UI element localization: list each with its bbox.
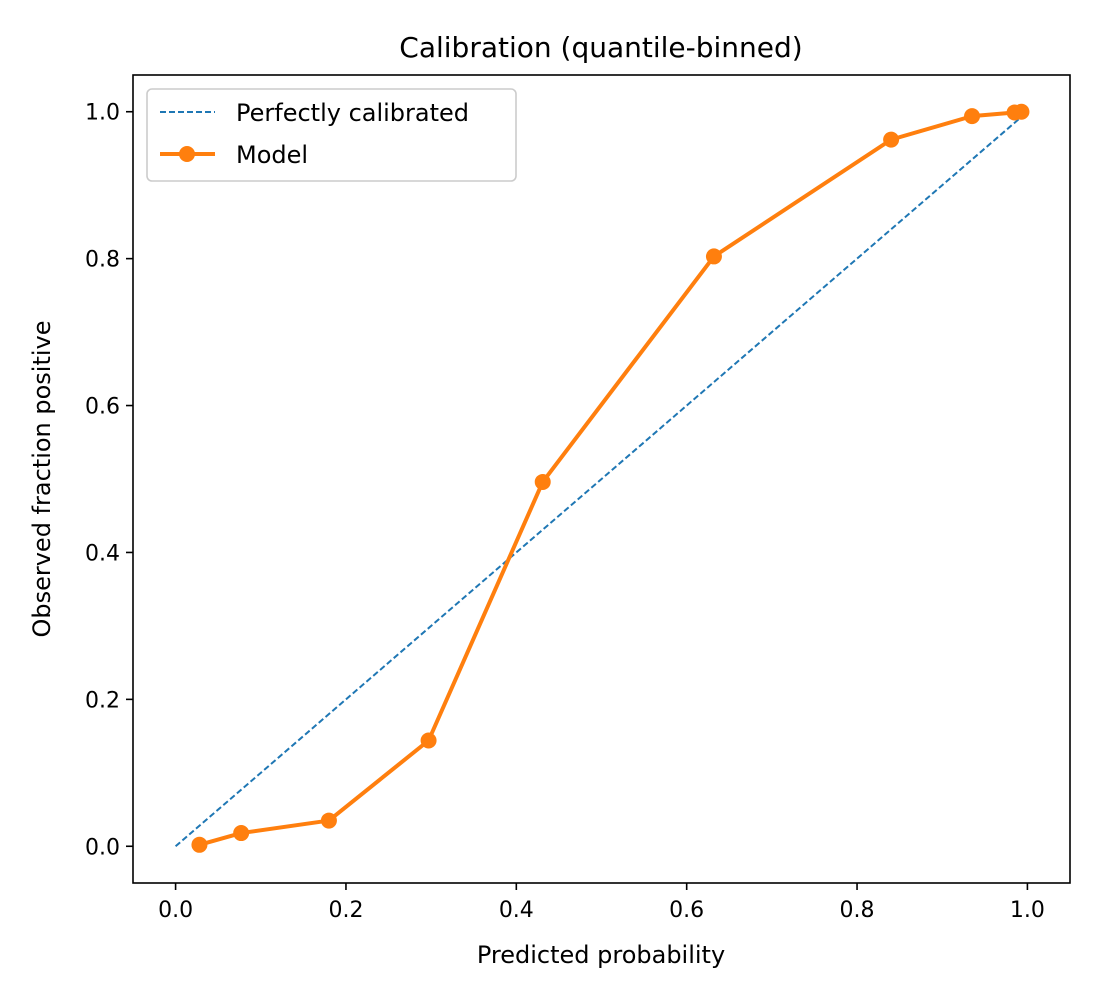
x-tick-label: 1.0 — [1010, 898, 1045, 923]
x-tick-label: 0.4 — [499, 898, 534, 923]
y-tick-label: 0.8 — [85, 248, 120, 273]
model-point — [420, 732, 437, 749]
legend-marker-model — [179, 146, 195, 162]
legend-label-model: Model — [236, 141, 308, 169]
x-axis-label: Predicted probability — [477, 941, 725, 969]
y-tick-label: 0.2 — [85, 688, 120, 713]
x-tick-label: 0.2 — [328, 898, 363, 923]
plot-frame — [132, 74, 1071, 884]
series-line-model — [198, 109, 1022, 847]
series-layer — [174, 103, 1030, 853]
model-point — [320, 812, 337, 829]
y-tick-label: 0.4 — [85, 541, 120, 566]
x-tick-label: 0.8 — [840, 898, 875, 923]
x-tick-label: 0.0 — [158, 898, 193, 923]
model-point — [705, 248, 722, 265]
y-axis: 0.0 0.2 0.4 0.6 0.8 1.0 — [85, 101, 133, 860]
model-point — [534, 473, 551, 490]
legend-box — [146, 88, 517, 182]
series-line-perfectly-calibrated — [174, 110, 1029, 848]
legend-label-perfectly-calibrated: Perfectly calibrated — [236, 99, 469, 127]
chart-title: Calibration (quantile-binned) — [399, 31, 802, 64]
x-tick-label: 0.6 — [669, 898, 704, 923]
model-point — [883, 131, 900, 148]
model-point — [191, 836, 208, 853]
y-tick-label: 0.6 — [85, 395, 120, 420]
y-axis-label: Observed fraction positive — [28, 320, 56, 637]
model-point — [964, 108, 981, 125]
model-point — [233, 825, 250, 842]
x-axis: 0.0 0.2 0.4 0.6 0.8 1.0 — [158, 883, 1045, 923]
model-point — [1013, 103, 1030, 120]
y-tick-label: 1.0 — [85, 101, 120, 126]
y-tick-label: 0.0 — [85, 835, 120, 860]
legend: Perfectly calibrated Model — [146, 88, 517, 182]
